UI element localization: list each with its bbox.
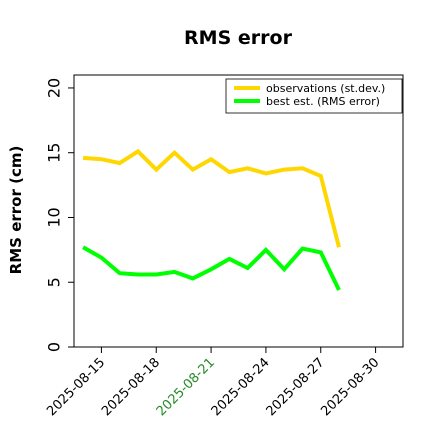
legend-label: observations (st.dev.) [266, 82, 385, 95]
y-axis: 0 5 10 15 20 [45, 78, 74, 352]
x-axis: 2025-08-152025-08-182025-08-212025-08-24… [44, 347, 382, 419]
chart-title: RMS error [184, 27, 293, 49]
y-tick-label: 20 [45, 78, 64, 98]
legend-box [225, 78, 403, 114]
x-tick-label: 2025-08-21 [154, 355, 218, 419]
series-lines [82, 148, 341, 291]
x-tick-label: 2025-08-30 [318, 355, 382, 419]
y-axis-label: RMS error (cm) [7, 146, 25, 275]
series-line-observations [82, 148, 341, 248]
x-tick-label: 2025-08-15 [44, 355, 108, 419]
x-tick-label: 2025-08-18 [99, 355, 163, 419]
legend: observations (st.dev.)best est. (RMS err… [225, 78, 403, 114]
x-tick-label: 2025-08-24 [209, 355, 273, 419]
y-tick-label: 5 [45, 277, 64, 287]
series-line-best-estimate [82, 245, 341, 291]
plot-frame [73, 74, 404, 348]
x-tick-label: 2025-08-27 [264, 355, 328, 419]
y-tick-label: 0 [45, 342, 64, 352]
y-tick-label: 15 [45, 143, 64, 163]
y-tick-label: 10 [45, 207, 64, 227]
legend-label: best est. (RMS error) [266, 95, 380, 108]
